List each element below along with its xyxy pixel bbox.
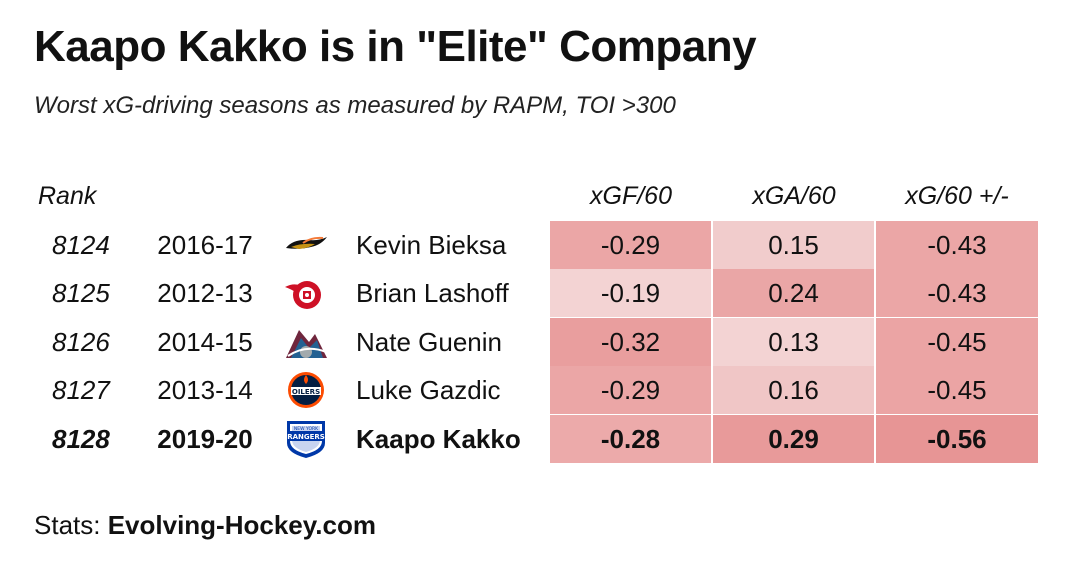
xga60-cell: 0.13 (713, 317, 874, 366)
xgf60-cell: -0.19 (550, 269, 711, 318)
chart-subtitle: Worst xG-driving seasons as measured by … (34, 92, 676, 119)
detroit-red-wings-logo (283, 273, 329, 313)
xga60-cell: 0.16 (713, 366, 874, 415)
player-cell: Kaapo Kakko (356, 423, 521, 454)
header-xgf60: xGF/60 (590, 182, 672, 210)
footer-source: Evolving-Hockey.com (107, 510, 376, 540)
svg-text:NEW YORK: NEW YORK (294, 426, 319, 432)
season-cell: 2013-14 (157, 375, 253, 406)
xg60-diff-cell: -0.45 (876, 366, 1038, 415)
xgf60-cell: -0.32 (550, 317, 711, 366)
xga60-cell: 0.15 (713, 221, 874, 269)
rank-cell: 8124 (52, 230, 110, 260)
xga60-cell: 0.29 (713, 414, 874, 463)
xg60-diff-cell: -0.43 (876, 221, 1038, 269)
xg60-diff-cell: -0.56 (876, 414, 1038, 463)
svg-text:OILERS: OILERS (292, 388, 320, 396)
header-rank: Rank (38, 182, 97, 210)
chart-title: Kaapo Kakko is in "Elite" Company (34, 22, 757, 71)
player-cell: Luke Gazdic (356, 375, 501, 406)
colorado-avalanche-logo (283, 322, 329, 362)
footer-credit: Stats: Evolving-Hockey.com (34, 510, 376, 541)
footer-prefix: Stats: (34, 510, 108, 540)
season-cell: 2012-13 (157, 278, 253, 309)
xgf60-cell: -0.29 (550, 366, 711, 415)
season-cell: 2019-20 (157, 423, 253, 454)
anaheim-ducks-logo (283, 225, 329, 265)
new-york-rangers-logo: NEW YORK RANGERS (283, 419, 329, 459)
season-cell: 2014-15 (157, 326, 253, 357)
xg60-diff-cell: -0.45 (876, 317, 1038, 366)
table-row: 8125 2012-13 Brian Lashoff -0.19 0.24 -0.43 (0, 269, 1082, 318)
table-row: 8124 2016-17 Kevin Bieksa -0.29 0.15 -0.43 (0, 221, 1082, 269)
rank-cell: 8126 (52, 326, 110, 357)
table-row: 8127 2013-14 OILERS Luke Gazdic -0.29 0.16 -0.… (0, 366, 1082, 415)
table-row: 8128 2019-20 NEW YORK RANGERS Kaapo Kakko -0.… (0, 414, 1082, 463)
header-xg60-diff: xG/60 +/- (905, 182, 1009, 210)
svg-text:RANGERS: RANGERS (287, 433, 325, 441)
xg60-diff-cell: -0.43 (876, 269, 1038, 318)
xgf60-cell: -0.28 (550, 414, 711, 463)
player-cell: Kevin Bieksa (356, 230, 507, 260)
rank-cell: 8128 (52, 423, 110, 454)
rank-cell: 8125 (52, 278, 110, 309)
edmonton-oilers-logo: OILERS (283, 370, 329, 410)
xga60-cell: 0.24 (713, 269, 874, 318)
player-cell: Brian Lashoff (356, 278, 509, 309)
table-row: 8126 2014-15 Nate Guenin -0.32 0.13 -0.45 (0, 317, 1082, 366)
xgf60-cell: -0.29 (550, 221, 711, 269)
player-cell: Nate Guenin (356, 326, 502, 357)
season-cell: 2016-17 (157, 230, 253, 260)
rank-cell: 8127 (52, 375, 110, 406)
header-xga60: xGA/60 (752, 182, 836, 210)
